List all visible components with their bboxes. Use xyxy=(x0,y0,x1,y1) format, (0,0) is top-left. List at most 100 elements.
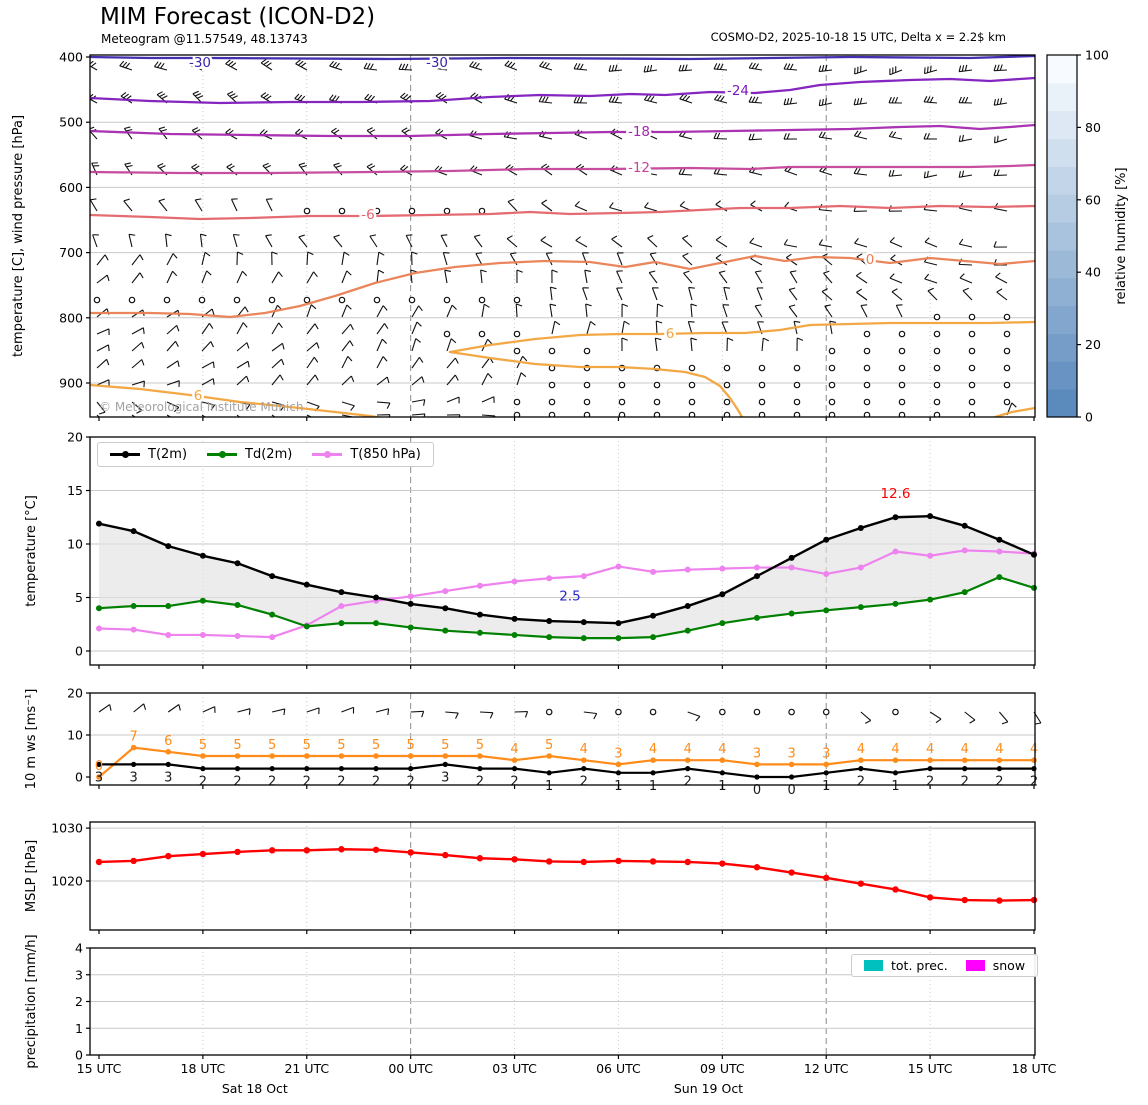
humidity-colorbar: 0 20 40 60 80 100 relative humidity [%] xyxy=(1046,48,1129,425)
svg-text:-6: -6 xyxy=(361,207,374,223)
x-tick-label: 12 UTC xyxy=(804,1061,849,1076)
svg-text:1030: 1030 xyxy=(51,821,83,836)
svg-text:5: 5 xyxy=(407,738,415,753)
svg-text:20: 20 xyxy=(67,686,83,701)
svg-text:600: 600 xyxy=(59,180,83,195)
svg-text:3: 3 xyxy=(753,746,761,761)
svg-text:5: 5 xyxy=(303,738,311,753)
svg-text:4: 4 xyxy=(718,742,726,757)
page-title: MIM Forecast (ICON-D2) xyxy=(100,4,376,30)
svg-text:3: 3 xyxy=(75,967,83,982)
svg-text:5: 5 xyxy=(476,738,484,753)
upper-air-content: -30 -30 -24 -18 -12 -6 0 6 6 xyxy=(90,55,1035,417)
x-tick-label: 18 UTC xyxy=(181,1061,226,1076)
svg-text:5: 5 xyxy=(233,738,241,753)
svg-text:0: 0 xyxy=(866,252,875,268)
svg-text:6: 6 xyxy=(666,326,675,342)
time-axis: 15 UTC 18 UTC 21 UTC 00 UTC 03 UTC 06 UTC 09 U… xyxy=(77,1061,1057,1096)
svg-text:2: 2 xyxy=(372,775,380,790)
svg-text:4: 4 xyxy=(1030,742,1038,757)
model-run-info: COSMO-D2, 2025-10-18 15 UTC, Delta x = 2… xyxy=(710,30,1006,44)
day-label: Sun 19 Oct xyxy=(674,1081,743,1096)
svg-text:2: 2 xyxy=(995,775,1003,790)
svg-text:4: 4 xyxy=(75,941,83,956)
svg-text:3: 3 xyxy=(441,770,449,785)
legend-label-t850: T(850 hPa) xyxy=(350,447,421,462)
svg-text:5: 5 xyxy=(545,738,553,753)
svg-text:4: 4 xyxy=(961,742,969,757)
svg-text:2: 2 xyxy=(199,775,207,790)
svg-text:temperature [°C]: temperature [°C] xyxy=(24,495,39,607)
svg-text:800: 800 xyxy=(59,310,83,325)
legend-label-t2m: T(2m) xyxy=(148,447,188,462)
legend-entry-t2m: T(2m) xyxy=(110,447,187,462)
svg-text:3: 3 xyxy=(164,770,172,785)
svg-text:4: 4 xyxy=(510,742,518,757)
svg-text:2: 2 xyxy=(1030,775,1038,790)
svg-text:2: 2 xyxy=(268,775,276,790)
svg-text:0: 0 xyxy=(75,1048,83,1063)
svg-text:-12: -12 xyxy=(628,160,650,176)
svg-text:20: 20 xyxy=(67,430,83,445)
svg-text:10 m ws [ms⁻¹]: 10 m ws [ms⁻¹] xyxy=(24,689,39,790)
svg-text:3: 3 xyxy=(129,770,137,785)
svg-text:-30: -30 xyxy=(426,55,448,71)
svg-text:5: 5 xyxy=(268,738,276,753)
svg-text:3: 3 xyxy=(95,770,103,785)
svg-text:MSLP [hPa]: MSLP [hPa] xyxy=(24,840,39,912)
day-label: Sat 18 Oct xyxy=(222,1081,288,1096)
svg-text:15: 15 xyxy=(67,483,83,498)
wind-panel: 0 7 6 5 5 5 5 5 5 5 5 5 4 5 4 3 4 4 4 3 3 3 4 4 4 4 4 4 3 3 3 2 2 2 2 2 2 2 3 2… xyxy=(24,686,1042,798)
x-tick-label: 21 UTC xyxy=(284,1061,329,1076)
svg-text:700: 700 xyxy=(59,245,83,260)
svg-text:precipitation [mm/h]: precipitation [mm/h] xyxy=(24,934,39,1068)
svg-text:2: 2 xyxy=(407,775,415,790)
svg-text:6: 6 xyxy=(164,734,172,749)
svg-text:-24: -24 xyxy=(727,83,749,99)
watermark: © Meteorological Institute Munich xyxy=(99,400,304,414)
svg-text:2: 2 xyxy=(926,775,934,790)
legend-entry-totprec: tot. prec. xyxy=(864,958,948,973)
svg-text:-30: -30 xyxy=(189,55,211,71)
svg-text:2: 2 xyxy=(580,775,588,790)
svg-text:12.6: 12.6 xyxy=(880,486,910,502)
svg-text:4: 4 xyxy=(684,742,692,757)
legend-label-td2m: Td(2m) xyxy=(245,447,293,462)
x-tick-label: 00 UTC xyxy=(388,1061,433,1076)
mslp-panel: 1020 1030 MSLP [hPa] xyxy=(24,821,1038,934)
svg-text:4: 4 xyxy=(580,742,588,757)
svg-text:4: 4 xyxy=(891,742,899,757)
svg-text:0: 0 xyxy=(95,759,103,774)
x-tick-label: 03 UTC xyxy=(492,1061,537,1076)
t2m-line-swatch xyxy=(110,451,140,459)
svg-text:7: 7 xyxy=(129,730,137,745)
svg-text:3: 3 xyxy=(614,746,622,761)
svg-text:3: 3 xyxy=(787,746,795,761)
upper-air-panel: -30 -30 -24 -18 -12 -6 0 6 6 400 500 600 700 800 900 te… xyxy=(11,50,1036,421)
svg-text:20: 20 xyxy=(1085,337,1101,352)
svg-text:900: 900 xyxy=(59,376,83,391)
svg-text:5: 5 xyxy=(337,738,345,753)
svg-text:4: 4 xyxy=(995,742,1003,757)
svg-text:6: 6 xyxy=(194,388,203,404)
x-tick-label: 15 UTC xyxy=(77,1061,122,1076)
svg-text:2: 2 xyxy=(75,994,83,1009)
svg-text:2: 2 xyxy=(476,775,484,790)
snow-swatch xyxy=(965,960,985,971)
t850-line-swatch xyxy=(312,451,343,459)
temperature-panel: 12.6 2.5 0 5 10 15 20 temperature [°C] xyxy=(24,430,1037,669)
svg-text:0: 0 xyxy=(75,644,83,659)
svg-text:2: 2 xyxy=(337,775,345,790)
legend-entry-td2m: Td(2m) xyxy=(207,447,292,462)
legend-label-snow: snow xyxy=(992,958,1026,973)
svg-text:1: 1 xyxy=(545,779,553,794)
svg-text:1: 1 xyxy=(649,779,657,794)
svg-text:2.5: 2.5 xyxy=(559,589,580,605)
svg-text:10: 10 xyxy=(67,728,83,743)
svg-text:relative humidity [%]: relative humidity [%] xyxy=(1114,167,1129,304)
tot-prec-swatch xyxy=(864,960,883,971)
svg-text:5: 5 xyxy=(441,738,449,753)
svg-text:0: 0 xyxy=(1085,410,1093,425)
